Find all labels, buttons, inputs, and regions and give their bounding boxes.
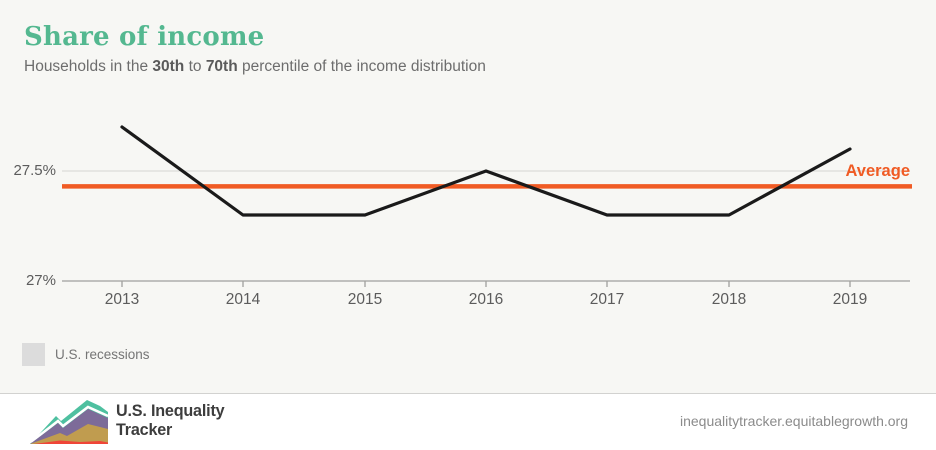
- legend-label-recessions: U.S. recessions: [55, 347, 150, 362]
- x-axis-label-2019: 2019: [832, 291, 868, 308]
- y-axis-label-27: 27%: [25, 272, 56, 289]
- recession-swatch-icon: [22, 343, 45, 366]
- page-title: Share of income: [24, 22, 265, 52]
- subtitle-bold-70th: 70th: [205, 58, 238, 75]
- logo-white-zigzag: [30, 405, 108, 444]
- subtitle-text: percentile of the income distribution: [237, 58, 486, 75]
- subtitle-text: to: [184, 58, 206, 75]
- us-inequality-tracker-logo-icon: [30, 400, 108, 444]
- subtitle-text: Households in the: [24, 58, 153, 75]
- legend: U.S. recessions: [22, 343, 150, 366]
- brand-name: U.S. Inequality Tracker: [116, 401, 225, 439]
- line-chart-plot: [62, 125, 912, 287]
- x-axis-label-2013: 2013: [104, 291, 140, 308]
- income-line: [120, 125, 852, 217]
- subtitle-bold-30th: 30th: [152, 58, 185, 75]
- footer: U.S. Inequality Tracker inequalitytracke…: [0, 394, 936, 450]
- y-axis-label-27-5: 27.5%: [13, 162, 56, 179]
- x-axis-label-2016: 2016: [468, 291, 504, 308]
- x-axis-label-2015: 2015: [347, 291, 383, 308]
- x-axis-label-2017: 2017: [589, 291, 625, 308]
- footer-divider: [0, 393, 936, 394]
- average-line-label: Average: [845, 162, 910, 180]
- brand-line-2: Tracker: [116, 420, 173, 439]
- x-axis-label-2014: 2014: [225, 291, 261, 308]
- x-axis-label-2018: 2018: [711, 291, 747, 308]
- brand-line-1: U.S. Inequality: [116, 401, 225, 420]
- chart-subtitle: Households in the 30th to 70th percentil…: [24, 58, 486, 76]
- logo-red-layer: [34, 440, 108, 444]
- logo-gold-layer: [30, 424, 108, 444]
- footer-url: inequalitytracker.equitablegrowth.org: [679, 413, 908, 429]
